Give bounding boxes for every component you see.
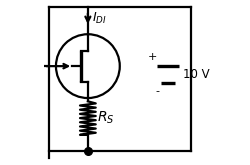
Text: 10 V: 10 V — [182, 68, 208, 81]
Text: $I_{DI}$: $I_{DI}$ — [92, 11, 106, 26]
Text: $R_S$: $R_S$ — [96, 110, 114, 126]
Text: +: + — [147, 52, 156, 62]
Text: -: - — [155, 87, 159, 97]
